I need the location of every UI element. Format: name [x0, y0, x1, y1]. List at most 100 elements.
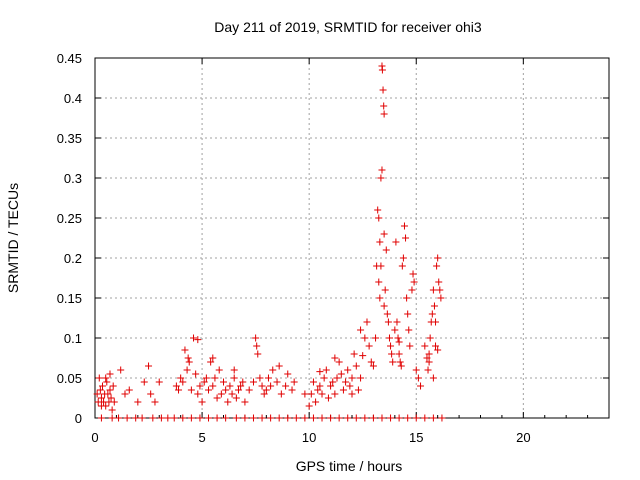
data-point [405, 326, 413, 334]
data-point [237, 382, 245, 390]
data-point [108, 406, 116, 414]
data-point [292, 414, 300, 422]
data-point [181, 346, 189, 354]
data-point [404, 414, 412, 422]
data-point [264, 374, 272, 382]
data-point [110, 398, 118, 406]
x-tick-label: 5 [198, 430, 205, 445]
data-point [396, 358, 404, 366]
data-point [215, 366, 223, 374]
y-tick-label: 0.35 [57, 131, 82, 146]
data-point [183, 366, 191, 374]
y-tick-label: 0.1 [64, 331, 82, 346]
data-point [234, 386, 242, 394]
data-point [230, 374, 238, 382]
data-point [187, 414, 195, 422]
data-point [202, 374, 210, 382]
data-point [387, 414, 395, 422]
data-point [205, 414, 213, 422]
data-point [398, 262, 406, 270]
data-point [147, 390, 155, 398]
y-tick-label: 0.45 [57, 51, 82, 66]
data-point [254, 350, 262, 358]
data-point [179, 378, 187, 386]
axis-ticks: 0 5 10 15 20 0 0.05 0.1 0.15 0.2 0.25 0.3 0.35 0.4 0.4… [57, 51, 610, 445]
data-point [230, 366, 238, 374]
data-point [307, 390, 315, 398]
data-point [108, 414, 116, 422]
data-point [387, 342, 395, 350]
data-point [301, 414, 309, 422]
data-point [377, 262, 385, 270]
data-point [376, 294, 384, 302]
data-point [391, 326, 399, 334]
data-point [395, 350, 403, 358]
data-point [93, 390, 101, 398]
data-point [322, 366, 330, 374]
data-point [213, 414, 221, 422]
data-point [200, 378, 208, 386]
data-point [205, 386, 213, 394]
data-point [316, 382, 324, 390]
data-point [435, 278, 443, 286]
data-point [314, 386, 322, 394]
data-point [432, 318, 440, 326]
data-point [260, 390, 268, 398]
data-point [97, 394, 105, 402]
data-point [426, 334, 434, 342]
data-point [392, 238, 400, 246]
data-point [438, 414, 446, 422]
data-point [125, 386, 133, 394]
data-point [381, 286, 389, 294]
y-tick-label: 0.25 [57, 211, 82, 226]
data-point [157, 414, 165, 422]
data-point [95, 374, 103, 382]
data-point [342, 378, 350, 386]
data-point [109, 382, 117, 390]
data-point [104, 390, 112, 398]
data-point [106, 386, 114, 394]
data-point [429, 286, 437, 294]
data-point [350, 350, 358, 358]
data-point [207, 358, 215, 366]
data-point [327, 414, 335, 422]
data-point [344, 366, 352, 374]
data-point [134, 398, 142, 406]
data-point [262, 386, 270, 394]
data-point [249, 378, 257, 386]
data-point [369, 362, 377, 370]
data-point [164, 414, 172, 422]
data-point [224, 398, 232, 406]
data-point [380, 110, 388, 118]
data-point [138, 414, 146, 422]
data-point [414, 374, 422, 382]
data-point [312, 398, 320, 406]
data-point [393, 318, 401, 326]
data-point [198, 398, 206, 406]
data-point [277, 390, 285, 398]
data-point [357, 374, 365, 382]
data-point [424, 366, 432, 374]
data-point [258, 414, 266, 422]
data-point [284, 414, 292, 422]
data-point [388, 350, 396, 358]
data-point [226, 382, 234, 390]
y-tick-label: 0.3 [64, 171, 82, 186]
data-point [365, 342, 373, 350]
data-point [409, 270, 417, 278]
data-point [117, 366, 125, 374]
data-point [106, 370, 114, 378]
data-point [98, 382, 106, 390]
data-point [363, 318, 371, 326]
data-point [421, 414, 429, 422]
data-point [132, 414, 140, 422]
data-point [175, 386, 183, 394]
data-point [331, 390, 339, 398]
y-tick-label: 0.15 [57, 291, 82, 306]
data-point [107, 394, 115, 402]
data-point [412, 414, 420, 422]
data-point [115, 414, 123, 422]
data-point [196, 414, 204, 422]
data-point [309, 414, 317, 422]
data-point [376, 238, 384, 246]
